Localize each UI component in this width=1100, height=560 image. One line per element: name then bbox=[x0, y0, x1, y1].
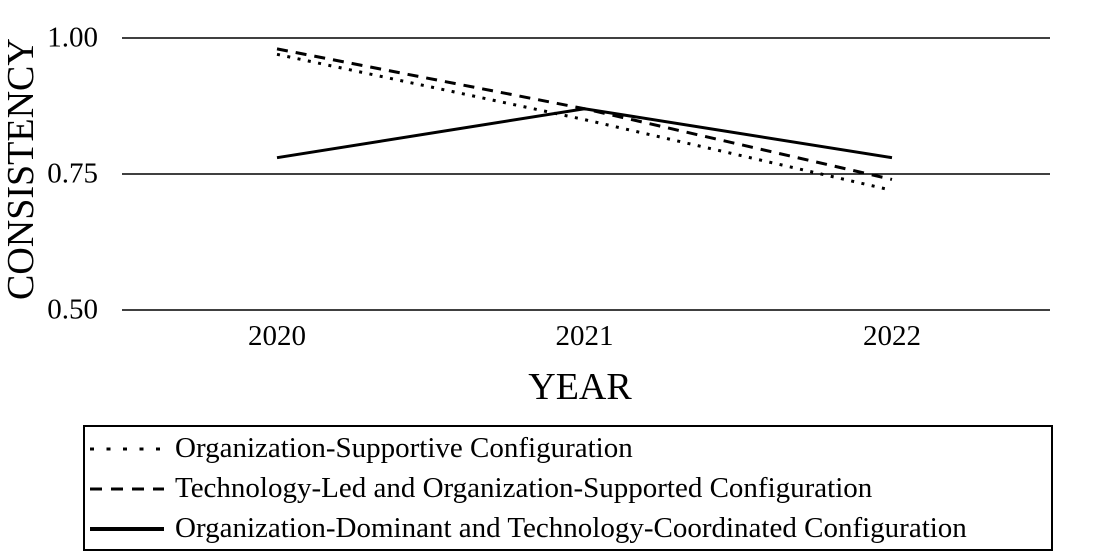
legend-item-technology-led: Technology-Led and Organization-Supporte… bbox=[90, 468, 1047, 508]
legend-box: Organization-Supportive Configuration Te… bbox=[83, 425, 1053, 551]
series-line-dashed bbox=[276, 47, 893, 181]
x-tick-label-2022: 2022 bbox=[863, 320, 921, 352]
series-line-solid bbox=[276, 107, 893, 160]
y-tick-label-0_50: 0.50 bbox=[47, 293, 98, 326]
x-tick-label-2020: 2020 bbox=[248, 320, 306, 352]
solid-line-sample-icon bbox=[90, 527, 164, 531]
dotted-line-sample-icon bbox=[90, 447, 164, 451]
x-tick-label-2021: 2021 bbox=[555, 320, 614, 352]
y-tick-label-1_00: 1.00 bbox=[47, 21, 98, 54]
legend-label: Technology-Led and Organization-Supporte… bbox=[175, 472, 873, 504]
series-line-dotted bbox=[276, 52, 893, 192]
y-tick-label-0_75: 0.75 bbox=[47, 157, 98, 190]
legend-label: Organization-Supportive Configuration bbox=[175, 432, 633, 464]
dashed-line-sample-icon bbox=[90, 487, 164, 491]
x-axis-title: YEAR bbox=[528, 366, 632, 408]
legend-item-organization-dominant: Organization-Dominant and Technology-Coo… bbox=[90, 508, 1047, 548]
plot-area bbox=[122, 37, 1050, 311]
legend-item-organization-supportive: Organization-Supportive Configuration bbox=[90, 428, 1047, 468]
legend-label: Organization-Dominant and Technology-Coo… bbox=[175, 512, 967, 544]
